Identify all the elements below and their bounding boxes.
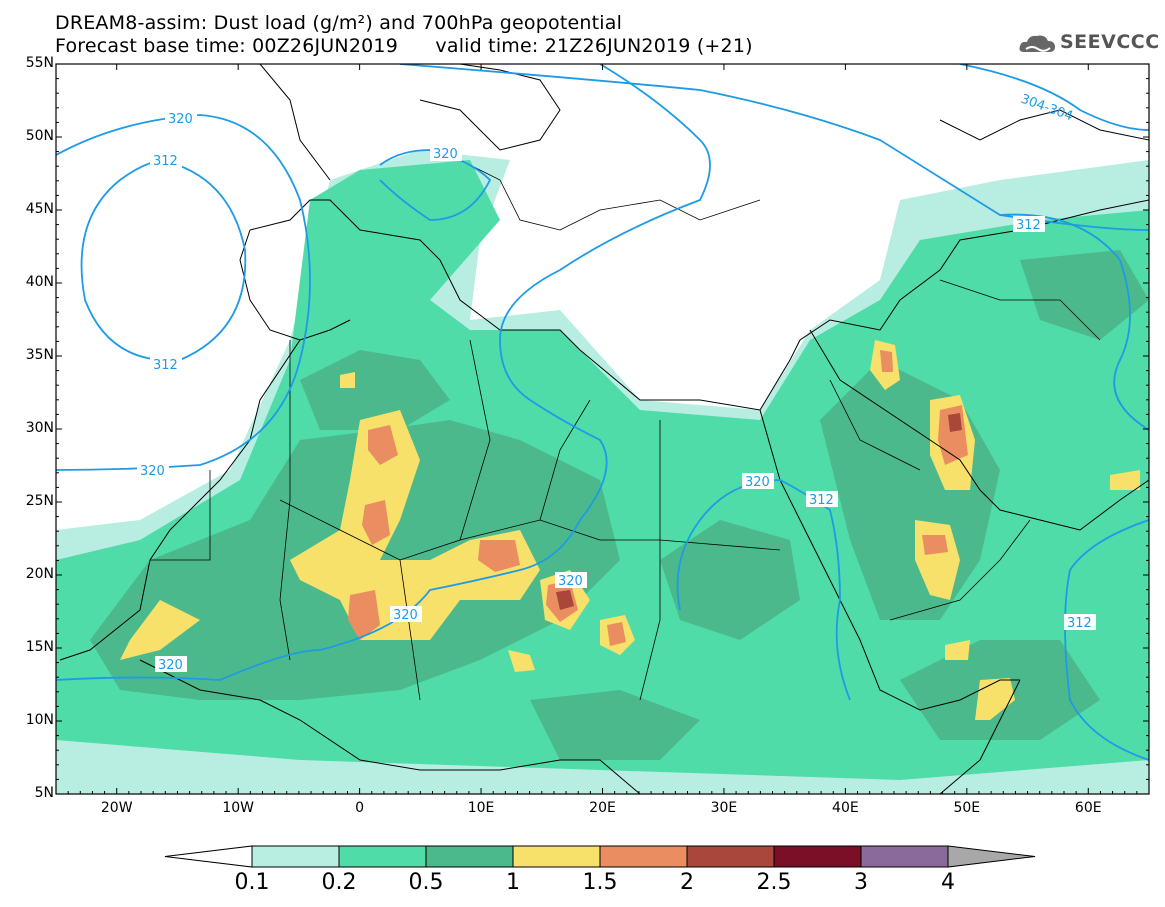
contour-label: 320: [393, 608, 418, 623]
lon-tick-label: 20W: [100, 800, 133, 816]
lat-tick-label: 40N: [25, 274, 54, 290]
colorbar-bin: [338, 845, 427, 868]
contour-label: 320: [745, 475, 770, 490]
colorbar-label: 4: [941, 870, 955, 895]
contour-label: 320: [168, 112, 193, 127]
contour-label: 312: [809, 493, 834, 508]
contour-label: 320: [433, 147, 458, 162]
contour-label: 320: [158, 658, 183, 673]
geopotential-contours: [56, 64, 1149, 761]
contour-label: 320: [140, 464, 165, 479]
lat-tick-label: 35N: [25, 347, 54, 363]
lon-tick-label: 10E: [467, 800, 495, 816]
lat-tick-label: 25N: [25, 493, 54, 509]
contour-label: 312: [1067, 616, 1092, 631]
map-subtitle: Forecast base time: 00Z26JUN2019 valid t…: [55, 35, 753, 57]
colorbar-bin: [512, 845, 601, 868]
dust-fill-layer: [56, 150, 1149, 794]
contour-label: 320: [558, 574, 583, 589]
colorbar-under: [164, 845, 253, 868]
contour-label: 312: [153, 358, 178, 373]
lat-tick-label: 45N: [25, 201, 54, 217]
lon-tick-label: 40E: [832, 800, 859, 816]
lon-tick-label: 30E: [710, 800, 738, 816]
colorbar-label: 2.5: [756, 870, 792, 895]
contour-label: 312: [1016, 218, 1041, 233]
borders-layer: [150, 149, 1101, 701]
colorbar-label: 2: [680, 870, 694, 895]
colorbar-bin: [251, 845, 340, 868]
colorbar-bin: [860, 845, 949, 868]
lat-tick-label: 10N: [25, 712, 54, 728]
colorbar-over: [947, 845, 1036, 868]
contour-label: 304-304: [1019, 92, 1075, 125]
lat-tick-label: 5N: [34, 785, 54, 801]
colorbar-bin: [599, 845, 688, 868]
lat-tick-label: 30N: [25, 420, 54, 436]
logo-text: SEEVCCC: [1060, 31, 1160, 53]
colorbar-label: 0.5: [408, 870, 444, 895]
lat-tick-label: 15N: [25, 639, 54, 655]
lon-tick-label: 20E: [589, 800, 616, 816]
axis-ticks: [56, 63, 1149, 795]
colorbar-label: 3: [854, 870, 868, 895]
lat-tick-label: 20N: [25, 566, 54, 582]
cloud-icon: [1019, 35, 1055, 52]
lon-tick-label: 10W: [222, 800, 254, 816]
contour-label: 312: [153, 154, 178, 169]
colorbar-label: 1.5: [582, 870, 618, 895]
colorbar-label: 0.1: [234, 870, 270, 895]
lon-tick-label: 0: [355, 800, 365, 816]
lon-tick-label: 50E: [953, 800, 981, 816]
colorbar-bin: [773, 845, 862, 868]
lat-tick-label: 50N: [25, 128, 54, 144]
colorbar-bin: [686, 845, 775, 868]
colorbar: [164, 845, 1036, 868]
coastline-layer: [59, 64, 1149, 794]
map-title: DREAM8-assim: Dust load (g/m²) and 700hP…: [55, 12, 623, 34]
contour-labels: 320 312 320 312 320 320 320 320 320 312 …: [137, 92, 1096, 673]
lat-tick-label: 55N: [25, 55, 54, 71]
colorbar-label: 1: [506, 870, 520, 895]
lon-tick-label: 60E: [1074, 800, 1102, 816]
colorbar-label: 0.2: [321, 870, 357, 895]
colorbar-bin: [425, 845, 514, 868]
